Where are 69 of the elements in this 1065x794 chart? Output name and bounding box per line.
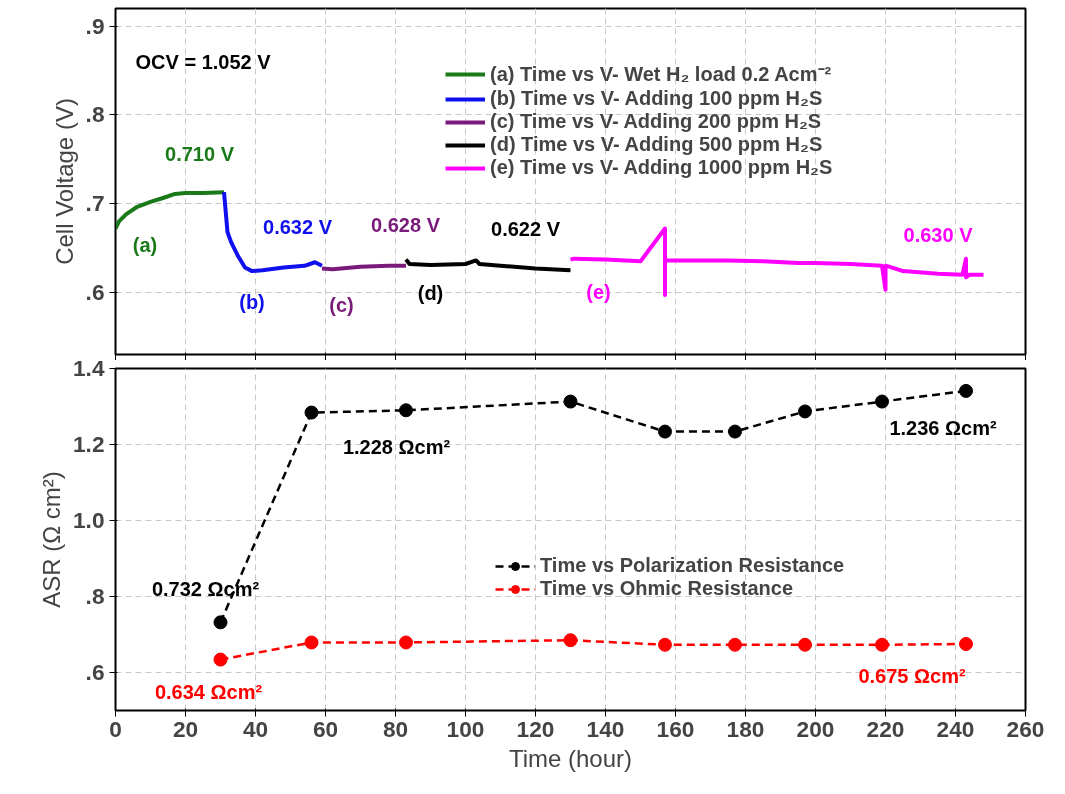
y-axis-title: ASR (Ω cm²) (38, 471, 65, 608)
annotation: 0.710 V (165, 143, 235, 166)
point (728, 424, 742, 439)
annotation: 1.236 Ωcm² (889, 416, 997, 439)
annotation: (b) (239, 291, 265, 314)
y-tick-label: .8 (85, 101, 105, 128)
annotation: 0.675 Ωcm² (858, 665, 966, 687)
y-tick-label: .8 (85, 583, 105, 609)
x-tick-label: 160 (656, 715, 695, 742)
point (658, 637, 672, 652)
point (213, 652, 228, 667)
annotation: (e) (586, 280, 611, 303)
annotation: 0.632 V (263, 215, 333, 238)
y-tick-label: 1.0 (73, 507, 105, 533)
point (875, 394, 889, 409)
y-tick-label: .6 (85, 278, 105, 305)
line-series (404, 257, 573, 273)
point (399, 403, 413, 418)
x-tick-label: 220 (866, 715, 905, 742)
legend-label: (d) Time vs V- Adding 500 ppm H₂S (490, 133, 823, 156)
annotation: (c) (329, 294, 354, 317)
y-tick-label: 1.4 (73, 355, 105, 381)
annotation: OCV = 1.052 V (135, 50, 272, 73)
y-axis-title: Cell Voltage (V) (50, 98, 78, 265)
annotation: (a) (132, 234, 158, 257)
annotation: 1.228 Ωcm² (342, 435, 451, 458)
x-tick-label: 200 (796, 715, 835, 742)
annotation: 0.630 V (903, 223, 974, 246)
x-tick-label: 60 (312, 715, 339, 742)
legend-label: Time vs Polarization Resistance (540, 554, 845, 577)
x-tick-label: 240 (936, 715, 975, 742)
point (728, 637, 742, 652)
y-tick-label: .6 (85, 659, 105, 685)
point (959, 383, 973, 398)
legend-label: (c) Time vs V- Adding 200 ppm H₂S (490, 110, 822, 133)
x-tick-label: 120 (516, 715, 555, 742)
y-tick-label: .7 (85, 190, 105, 217)
point (304, 635, 319, 650)
legend-label: (e) Time vs V- Adding 1000 ppm H₂S (490, 156, 833, 179)
x-tick-label: 260 (1006, 715, 1045, 742)
point (959, 637, 973, 651)
legend-label: (a) Time vs V- Wet H₂ load 0.2 Acm⁻² (490, 62, 832, 87)
legend-label: (b) Time vs V- Adding 100 ppm H₂S (490, 87, 823, 110)
point (563, 394, 578, 409)
y-tick-label: 1.2 (73, 431, 105, 457)
x-tick-label: 0 (109, 715, 122, 742)
point (304, 405, 319, 420)
x-tick-label: 140 (586, 715, 625, 742)
line-series (115, 190, 226, 231)
x-tick-label: 40 (242, 715, 269, 742)
point (798, 637, 812, 652)
x-axis-title: Time (hour) (508, 744, 633, 772)
legend-label: Time vs Ohmic Resistance (540, 577, 794, 600)
x-tick-label: 20 (172, 715, 199, 742)
x-tick-label: 80 (382, 715, 409, 742)
point (213, 615, 228, 630)
annotation: 0.634 Ωcm² (154, 680, 263, 703)
annotation: 0.732 Ωcm² (151, 578, 260, 601)
annotation: 0.628 V (371, 213, 441, 236)
annotation: 0.622 V (491, 218, 561, 241)
point (875, 637, 889, 652)
point (563, 633, 578, 648)
y-tick-label: .9 (85, 12, 105, 39)
point (399, 635, 413, 650)
x-tick-label: 180 (726, 715, 765, 742)
annotation: (d) (417, 281, 444, 304)
x-tick-label: 100 (446, 715, 485, 742)
point (798, 404, 812, 419)
point (658, 424, 672, 439)
